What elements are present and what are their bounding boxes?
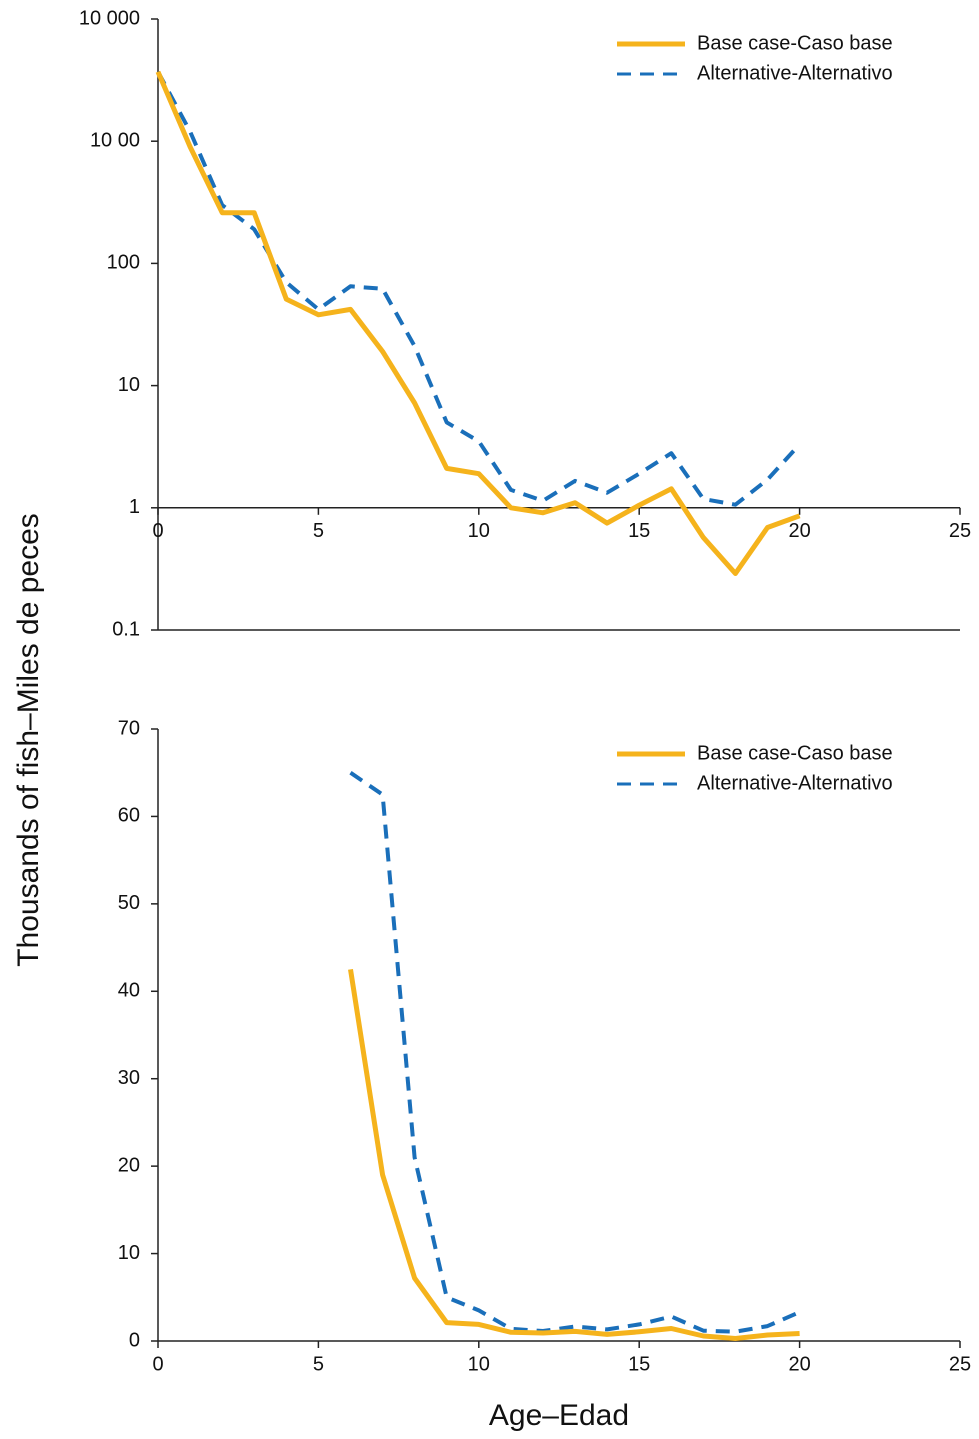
y-tick-label: 20 <box>118 1154 140 1176</box>
y-tick-label: 30 <box>118 1067 140 1089</box>
x-tick-label: 5 <box>313 520 324 542</box>
series-line <box>348 969 800 1341</box>
y-axis-title: Thousands of fish–Miles de peces <box>12 513 45 967</box>
x-axis-title: Age–Edad <box>489 1399 629 1432</box>
x-tick-label: 25 <box>949 520 971 542</box>
x-tick-label: 0 <box>152 1353 163 1375</box>
x-tick-label: 15 <box>628 1353 650 1375</box>
y-tick-label: 10 <box>118 1242 140 1264</box>
y-tick-label: 10 <box>118 374 140 396</box>
y-tick-label: 10 00 <box>90 129 140 151</box>
y-tick-label: 50 <box>118 892 140 914</box>
legend-label: Base case-Caso base <box>697 32 893 54</box>
series-line <box>349 771 801 1334</box>
x-tick-label: 0 <box>152 520 163 542</box>
x-tick-label: 20 <box>788 520 810 542</box>
x-tick-label: 10 <box>468 520 490 542</box>
y-tick-label: 40 <box>118 980 140 1002</box>
y-tick-label: 1 <box>129 496 140 518</box>
series-line <box>155 70 801 576</box>
y-tick-label: 10 000 <box>79 7 140 29</box>
x-tick-label: 15 <box>628 520 650 542</box>
y-tick-label: 0.1 <box>112 618 140 640</box>
y-tick-label: 0 <box>129 1329 140 1351</box>
series-line <box>156 70 802 507</box>
x-tick-label: 25 <box>949 1353 971 1375</box>
legend-label: Alternative-Alternativo <box>697 62 893 84</box>
legend-label: Alternative-Alternativo <box>697 772 893 794</box>
x-tick-label: 20 <box>788 1353 810 1375</box>
legend-label: Base case-Caso base <box>697 742 893 764</box>
x-tick-label: 10 <box>468 1353 490 1375</box>
y-tick-label: 60 <box>118 805 140 827</box>
y-tick-label: 70 <box>118 717 140 739</box>
y-tick-label: 100 <box>107 252 140 274</box>
x-tick-label: 5 <box>313 1353 324 1375</box>
